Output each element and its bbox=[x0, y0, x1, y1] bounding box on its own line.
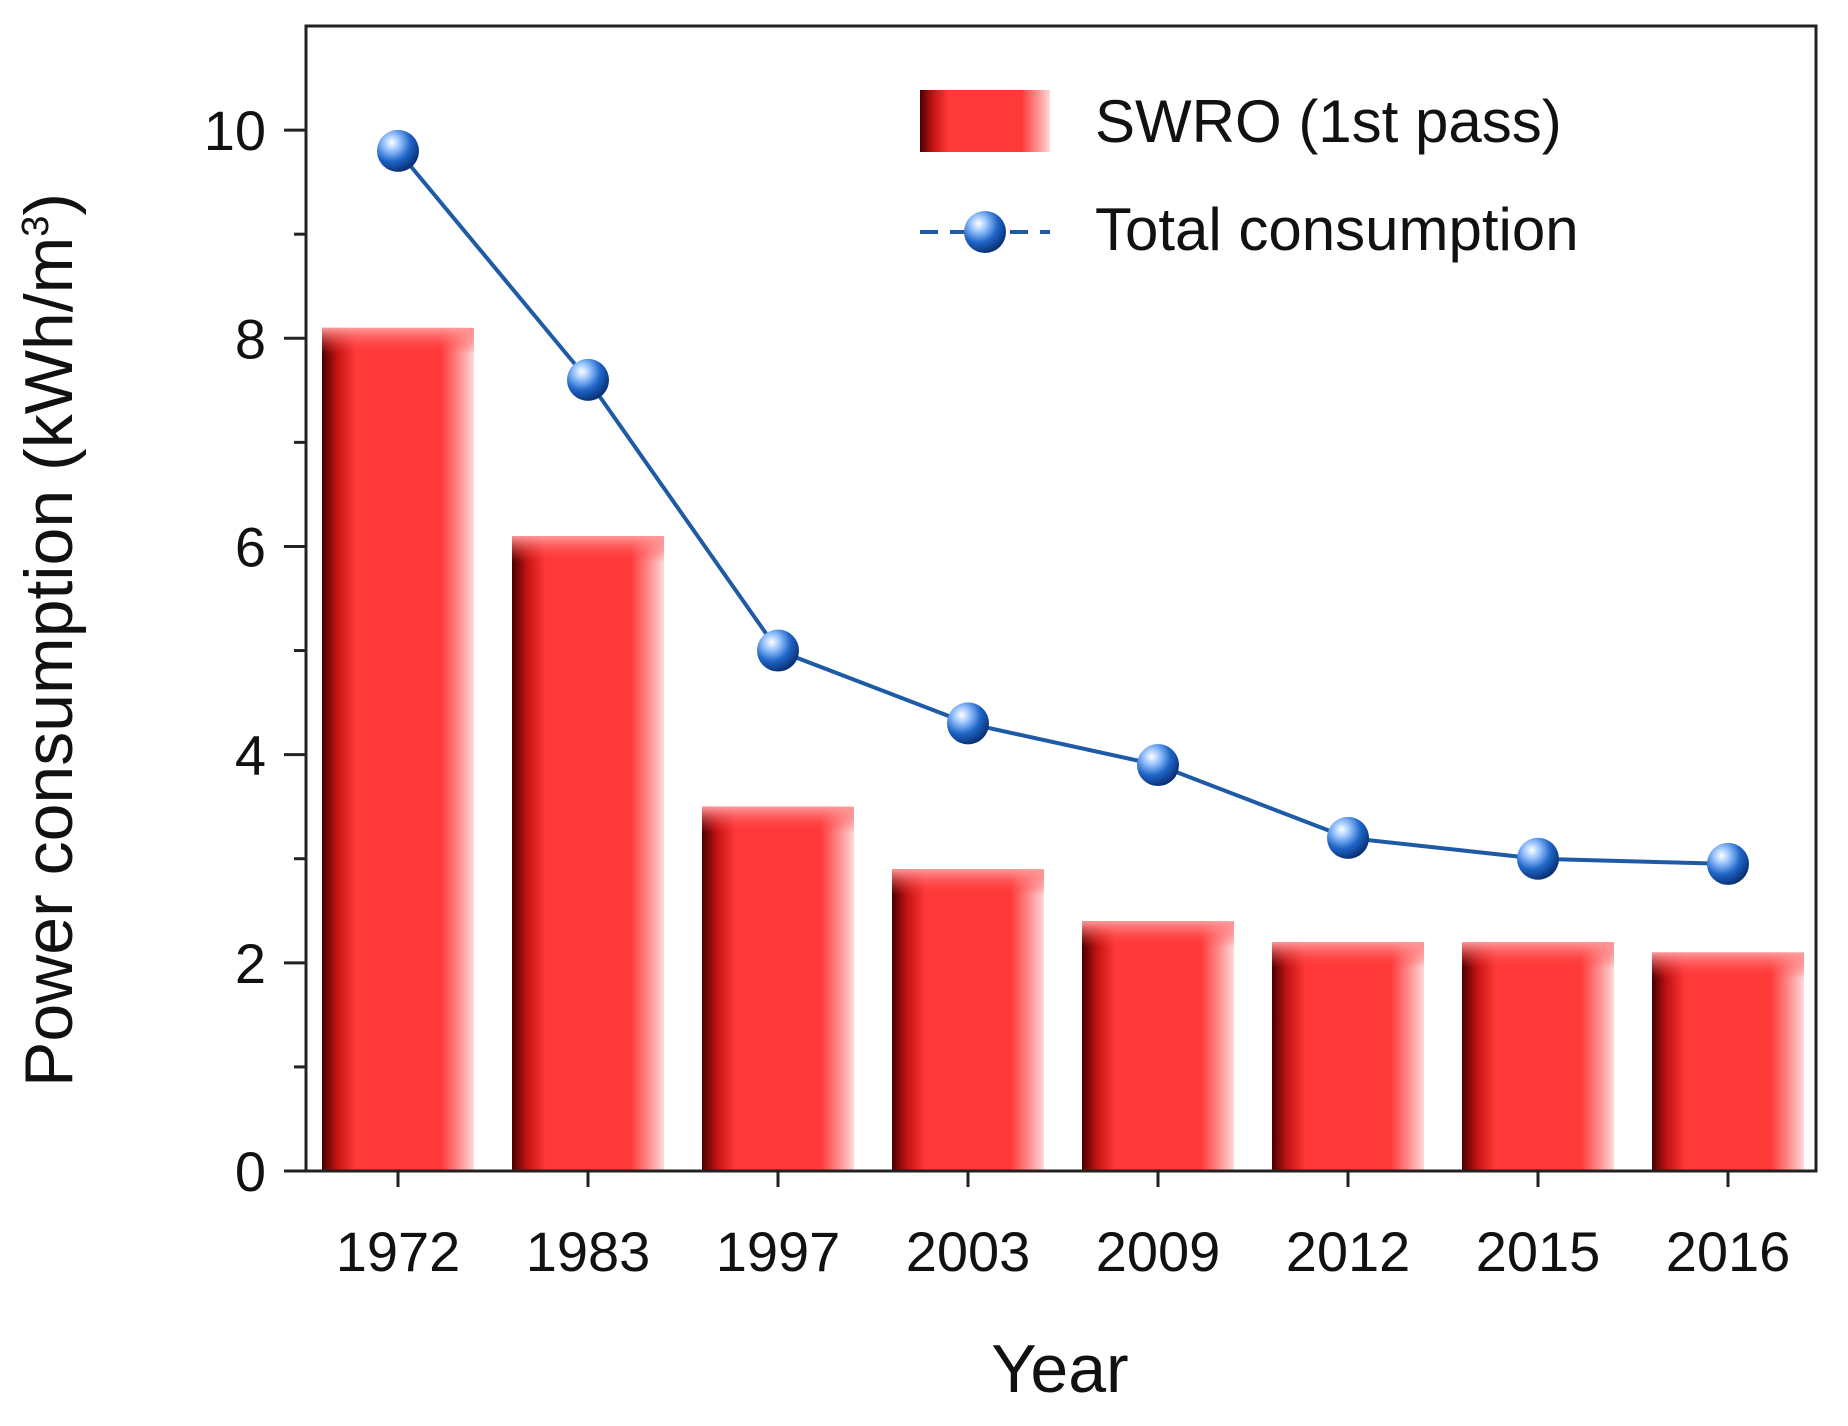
x-axis-title: Year bbox=[991, 1331, 1128, 1407]
y-axis-title-superscript: 3 bbox=[15, 216, 57, 237]
x-axis: 1972 1983 1997 2003 2009 2012 2015 2016 bbox=[336, 1171, 1791, 1283]
bar-2003 bbox=[892, 869, 1044, 1171]
line-marker-1983 bbox=[567, 358, 609, 401]
y-tick-label: 4 bbox=[235, 724, 266, 787]
bar-1997 bbox=[702, 806, 854, 1171]
legend-label-bars: SWRO (1st pass) bbox=[1095, 88, 1562, 155]
y-axis-title-text: Power consumption (kWh/m bbox=[11, 237, 87, 1087]
x-tick-label: 2012 bbox=[1286, 1220, 1411, 1283]
x-tick-label: 2016 bbox=[1666, 1220, 1791, 1283]
x-tick-label: 2015 bbox=[1476, 1220, 1601, 1283]
svg-text:Power consumption (kWh/m3): Power consumption (kWh/m3) bbox=[11, 193, 87, 1087]
y-axis-title-close: ) bbox=[11, 193, 87, 216]
line-marker-2015 bbox=[1517, 837, 1559, 880]
y-tick-label: 2 bbox=[235, 932, 266, 995]
bar-1972 bbox=[322, 327, 474, 1171]
y-axis: 0 2 4 6 8 10 bbox=[204, 99, 306, 1203]
x-tick-label: 1997 bbox=[716, 1220, 841, 1283]
legend-item-bars: SWRO (1st pass) bbox=[920, 88, 1562, 155]
legend: SWRO (1st pass) Total consumption bbox=[920, 88, 1579, 263]
bar-cap-2016 bbox=[1652, 952, 1804, 979]
x-tick-label: 1972 bbox=[336, 1220, 461, 1283]
legend-swatch-bars bbox=[920, 90, 1050, 152]
legend-marker-icon bbox=[964, 211, 1006, 253]
bar-cap-2012 bbox=[1272, 942, 1424, 968]
y-tick-label: 0 bbox=[235, 1140, 266, 1203]
bar-2009 bbox=[1082, 921, 1234, 1171]
bar-cap-2003 bbox=[892, 869, 1044, 896]
bar-cap-2009 bbox=[1082, 921, 1234, 948]
x-tick-label: 1983 bbox=[526, 1220, 651, 1283]
bar-cap-1983 bbox=[512, 536, 664, 563]
bars-layer bbox=[322, 327, 1804, 1171]
bar-cap-1972 bbox=[322, 327, 474, 354]
y-tick-label: 6 bbox=[235, 515, 266, 578]
total-consumption-line bbox=[396, 149, 1729, 866]
bar-cap-1997 bbox=[702, 806, 854, 833]
x-tick-label: 2009 bbox=[1096, 1220, 1221, 1283]
legend-item-line: Total consumption bbox=[920, 196, 1579, 263]
y-tick-label: 10 bbox=[204, 99, 266, 162]
line-marker-2012 bbox=[1327, 816, 1369, 859]
bar-2015 bbox=[1462, 942, 1614, 1171]
bar-2012 bbox=[1272, 942, 1424, 1171]
y-axis-title: Power consumption (kWh/m3) bbox=[11, 193, 87, 1087]
line-marker-2016 bbox=[1707, 842, 1749, 885]
line-marker-2003 bbox=[947, 702, 989, 745]
line-marker-1997 bbox=[757, 629, 799, 672]
bar-2016 bbox=[1652, 952, 1804, 1171]
line-marker-2009 bbox=[1137, 744, 1179, 787]
plot-frame bbox=[304, 24, 1818, 1173]
line-marker-1972 bbox=[377, 129, 419, 172]
legend-label-line: Total consumption bbox=[1095, 196, 1579, 263]
line-layer bbox=[377, 129, 1749, 885]
bar-1983 bbox=[512, 536, 664, 1171]
y-tick-label: 8 bbox=[235, 307, 266, 370]
x-tick-label: 2003 bbox=[906, 1220, 1031, 1283]
bar-cap-2015 bbox=[1462, 942, 1614, 968]
